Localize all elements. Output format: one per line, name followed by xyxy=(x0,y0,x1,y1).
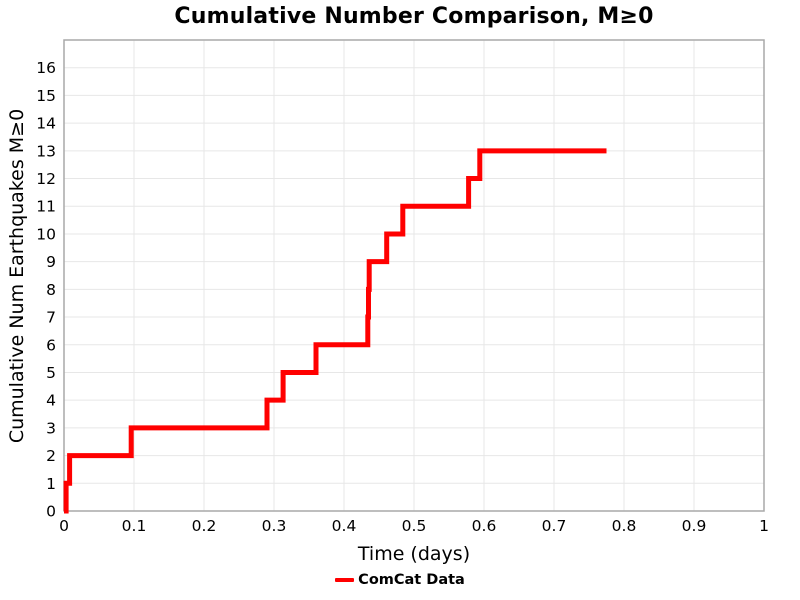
y-tick-label: 0 xyxy=(46,503,56,521)
y-tick-label: 15 xyxy=(36,87,56,105)
x-tick-label: 0.6 xyxy=(472,517,497,535)
x-tick-label: 0.2 xyxy=(192,517,217,535)
x-tick-label: 0.7 xyxy=(542,517,567,535)
y-tick-label: 8 xyxy=(46,281,56,299)
y-tick-label: 4 xyxy=(46,392,56,410)
y-tick-label: 7 xyxy=(46,309,56,327)
x-tick-label: 0.8 xyxy=(612,517,637,535)
y-axis-label: Cumulative Num Earthquakes M≥0 xyxy=(6,108,28,444)
legend: ComCat Data xyxy=(0,572,800,588)
y-tick-label: 12 xyxy=(36,170,56,188)
x-tick-label: 0.4 xyxy=(332,517,357,535)
legend-label: ComCat Data xyxy=(358,572,465,588)
legend-line-swatch xyxy=(335,578,355,582)
x-tick-label: 1 xyxy=(759,517,769,535)
x-tick-label: 0.9 xyxy=(682,517,707,535)
axes-spines xyxy=(63,39,765,512)
y-tick-label: 14 xyxy=(36,115,56,133)
y-tick-label: 2 xyxy=(46,447,56,465)
comcat-step-line xyxy=(63,148,607,514)
x-tick-label: 0.3 xyxy=(262,517,287,535)
x-tick-label: 0.1 xyxy=(122,517,147,535)
y-tick-label: 10 xyxy=(36,225,56,243)
y-tick-label: 3 xyxy=(46,419,56,437)
y-tick-label: 13 xyxy=(36,142,56,160)
y-tick-label: 9 xyxy=(46,253,56,271)
y-tick-label: 16 xyxy=(36,59,56,77)
y-tick-label: 1 xyxy=(46,475,56,493)
x-tick-label: 0.5 xyxy=(402,517,427,535)
y-tick-label: 11 xyxy=(36,198,56,216)
y-tick-label: 6 xyxy=(46,336,56,354)
x-axis-label: Time (days) xyxy=(357,543,471,565)
chart-title: Cumulative Number Comparison, M≥0 xyxy=(174,4,654,29)
y-tick-label: 5 xyxy=(46,364,56,382)
x-tick-label: 0 xyxy=(59,517,69,535)
